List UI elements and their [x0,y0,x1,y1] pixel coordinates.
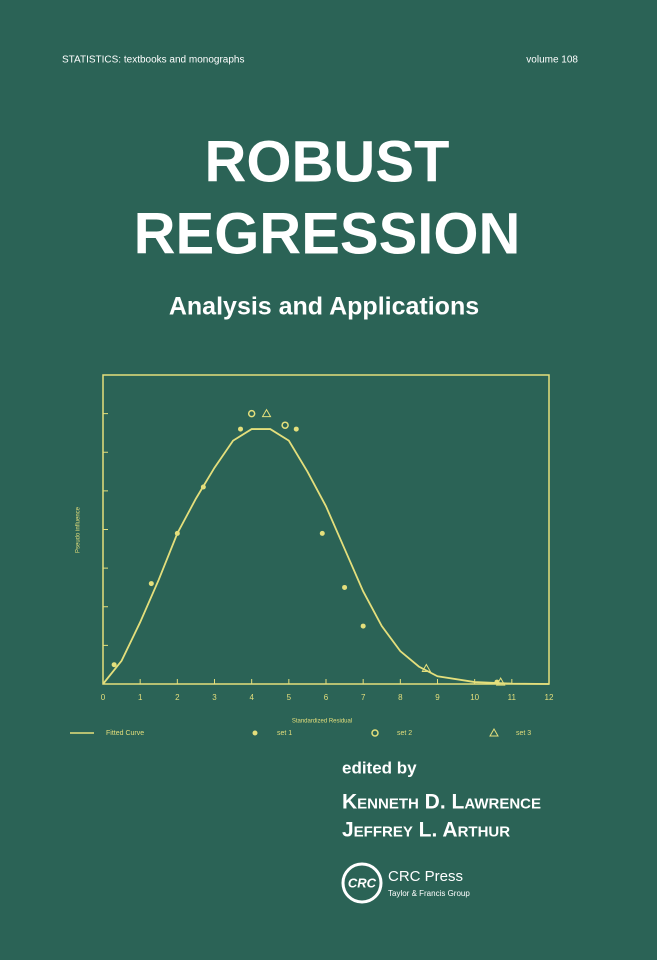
legend-label: Fitted Curve [106,730,144,737]
publisher-group: Taylor & Francis Group [388,889,470,898]
legend-marker [252,730,258,736]
data-point [111,662,117,668]
x-tick-label: 1 [138,693,143,702]
x-tick-label: 8 [398,693,403,702]
legend-label: set 3 [516,730,531,737]
data-point [319,530,325,536]
data-point [495,677,506,686]
publisher-name: CRC Press [388,868,463,885]
legend-label: set 2 [397,730,412,737]
x-tick-label: 6 [324,693,329,702]
logo-ring [341,862,383,904]
data-point [247,409,256,418]
x-tick-label: 12 [545,693,554,702]
volume: volume 108 [526,55,578,66]
data-point [360,623,366,629]
data-point [261,408,272,418]
x-axis-label: Standardized Residual [292,719,352,725]
editor: Kenneth D. Lawrence [342,791,541,814]
y-axis-label: Pseudo influence [76,506,82,553]
x-tick-label: 7 [361,693,366,702]
legend-marker [371,729,379,737]
x-tick-label: 0 [101,693,106,702]
title-line: ROBUST [205,129,450,194]
editor: Jeffrey L. Arthur [342,819,510,842]
title-line: REGRESSION [134,201,521,266]
data-point [174,530,180,536]
edited-by: edited by [342,758,417,777]
logo: CRC [348,875,377,890]
x-tick-label: 10 [470,693,479,702]
data-point [281,421,289,429]
x-tick-label: 4 [249,693,254,702]
x-tick-label: 9 [435,693,440,702]
x-tick-label: 11 [508,693,517,702]
x-tick-label: 3 [212,693,217,702]
subtitle: Analysis and Applications [169,293,479,321]
legend-marker [489,727,499,737]
data-point [293,426,299,432]
data-point [148,581,154,587]
data-point [200,484,206,490]
data-point [238,426,244,432]
x-tick-label: 5 [287,693,292,702]
data-point [421,663,432,673]
x-tick-label: 2 [175,693,180,702]
series-line: STATISTICS: textbooks and monographs [62,55,245,66]
legend-label: set 1 [277,730,292,737]
data-point [342,584,348,590]
